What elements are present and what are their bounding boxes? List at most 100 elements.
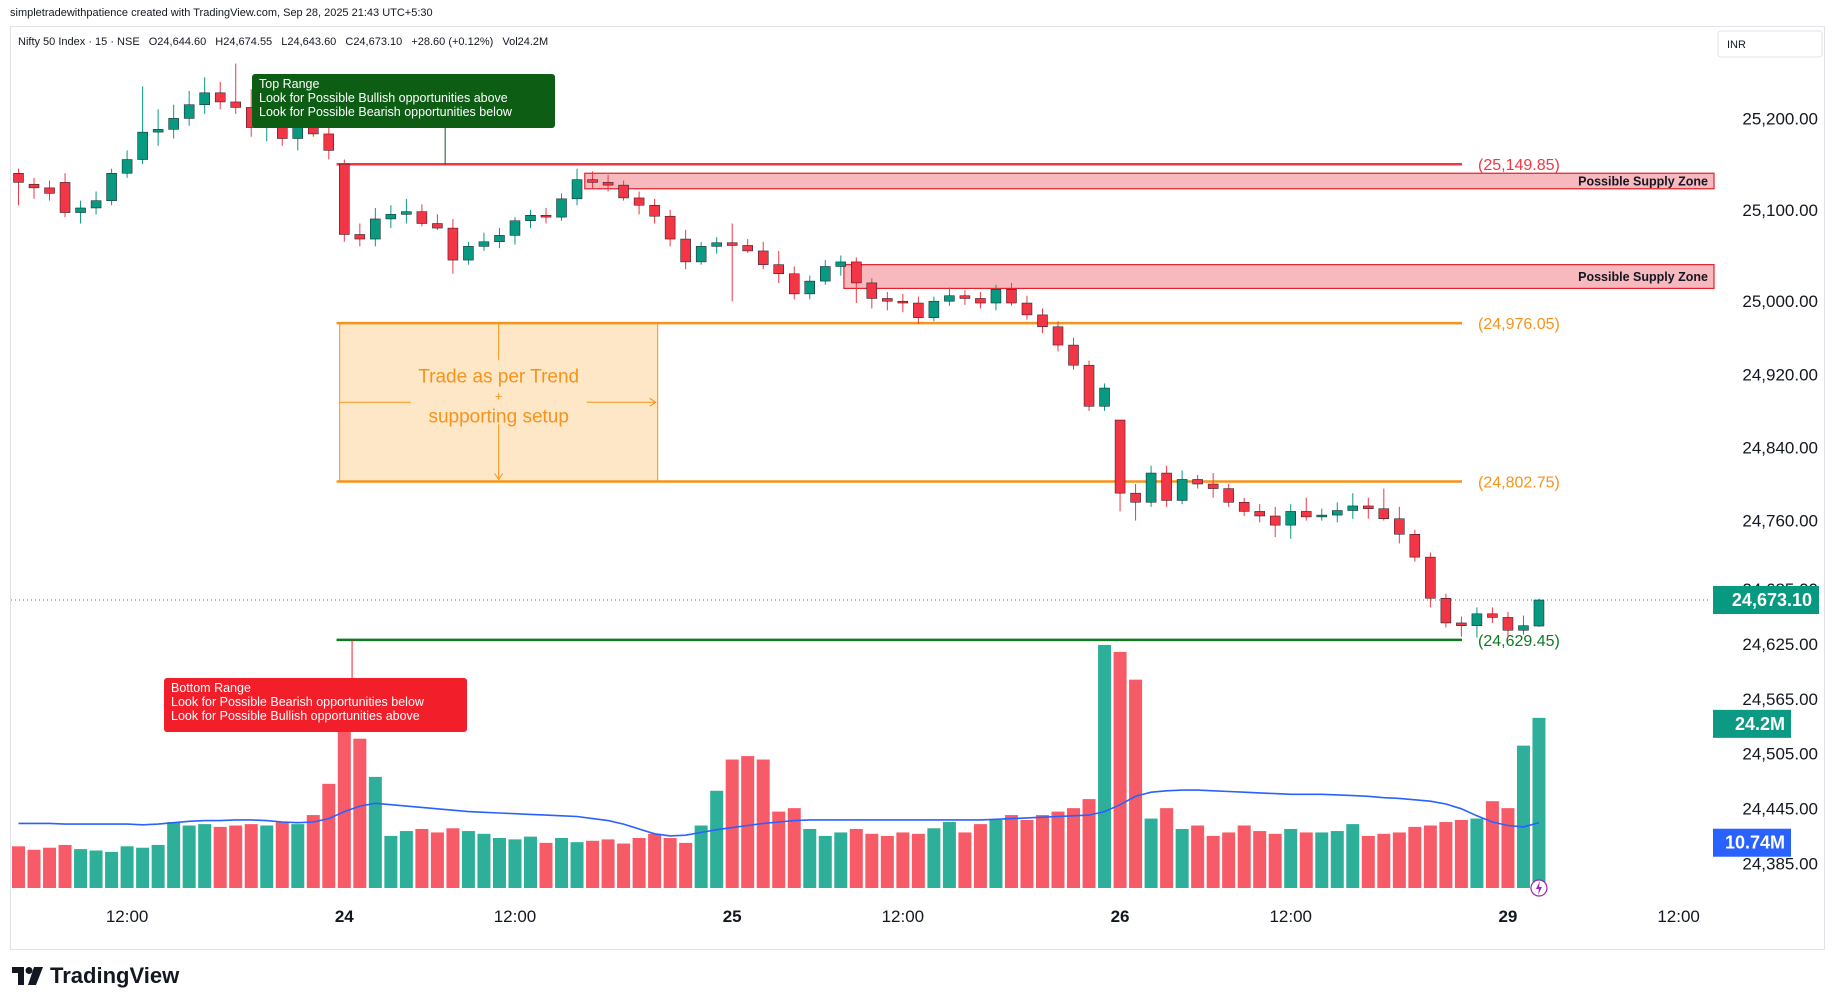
volume-bar: [213, 826, 227, 888]
candle-body: [183, 104, 195, 119]
annotation-layer: Trade as per Trend+ supporting setup Possi…: [11, 157, 1715, 650]
volume-bar: [1051, 811, 1065, 888]
candle-body: [975, 298, 986, 304]
candle-body: [1378, 508, 1390, 519]
volume-ma-line: [18, 789, 1540, 837]
tradingview-logo-icon: [12, 967, 43, 985]
volume-badge-label: 24.2M: [1735, 714, 1785, 734]
candle-body: [695, 246, 707, 263]
candle-body: [587, 179, 598, 183]
candle-body: [959, 295, 971, 299]
candle-body: [866, 282, 878, 299]
candle-body: [649, 204, 660, 217]
volume-bar: [1253, 831, 1267, 888]
candle-body: [602, 182, 614, 186]
callout-line-1: Look for Possible Bearish opportunities …: [171, 695, 425, 709]
brand-name: TradingView: [50, 963, 180, 988]
candle-body: [199, 92, 210, 105]
volume-bar: [1439, 822, 1453, 888]
y-tick-label: 24,565.00: [1742, 690, 1818, 709]
candle-body: [944, 295, 955, 302]
volume-bar: [694, 825, 708, 888]
volume-bar: [151, 844, 165, 888]
candle-body: [757, 250, 769, 265]
volume-bar: [586, 840, 600, 888]
candle-body: [1052, 326, 1064, 346]
volume-bar: [803, 828, 817, 888]
candle-body: [711, 242, 722, 247]
volume-bar: [89, 850, 103, 888]
volume-bar: [337, 721, 351, 888]
low-value: L24,643.60: [281, 36, 336, 48]
volume-ma-badge: [1713, 828, 1791, 857]
y-tick-label: 25,200.00: [1742, 109, 1818, 128]
candle-body: [90, 200, 102, 209]
volume-bar: [865, 833, 879, 888]
svg-text:Nifty 50 Index · 15 · NSE: Nifty 50 Index · 15 · NSE O24,644.60 H24…: [18, 36, 548, 48]
volume-bar: [322, 783, 336, 888]
volume-bar: [787, 808, 801, 888]
volume-bar: [477, 833, 491, 888]
candle-body: [1300, 511, 1312, 518]
volume-bar: [927, 828, 941, 888]
volume-bar: [275, 822, 289, 888]
volume-bar: [555, 838, 569, 888]
high-value: H24,674.55: [215, 36, 272, 48]
candle-body: [1425, 556, 1436, 599]
volume-value: Vol24.2M: [502, 36, 548, 48]
volume-bar: [539, 842, 553, 888]
y-tick-label: 24,505.00: [1742, 745, 1818, 764]
volume-bar: [632, 838, 646, 888]
candle-body: [571, 179, 583, 200]
candle-body: [1394, 518, 1405, 535]
volume-bar: [1067, 808, 1081, 888]
volume-bar: [896, 832, 910, 888]
candle-body: [726, 242, 738, 246]
x-tick-label: 12:00: [494, 907, 537, 926]
candle-body: [230, 101, 241, 108]
level-label: (24,802.75): [1478, 474, 1560, 491]
candle-body: [1207, 483, 1219, 489]
candle-body: [385, 214, 397, 220]
grid-layer: 25,200.00 25,100.00 25,000.00 24,920.00 24,8…: [106, 109, 1818, 926]
x-tick-label: 12:00: [106, 907, 149, 926]
candle-body: [463, 246, 474, 261]
volume-bar: [570, 842, 584, 888]
volume-bar: [74, 849, 88, 888]
currency-selector[interactable]: [1717, 30, 1823, 58]
symbol-name[interactable]: Nifty 50 Index · 15 · NSE: [18, 36, 140, 48]
candle-body: [1518, 625, 1529, 631]
volume-bar: [43, 847, 57, 888]
candle-body: [742, 245, 753, 252]
last-price-badge: [1713, 585, 1819, 614]
y-tick-label: 25,100.00: [1742, 201, 1818, 220]
volume-bar: [415, 828, 429, 888]
volume-bar: [601, 839, 615, 888]
volume-bar: [105, 851, 119, 888]
level-label: (25,149.85): [1478, 157, 1560, 174]
x-tick-label: 26: [1111, 907, 1130, 926]
chart-frame[interactable]: [10, 26, 1825, 950]
candle-body: [1130, 492, 1141, 503]
volume-bar: [136, 847, 150, 888]
candle-body: [1456, 622, 1467, 626]
candle-body: [1332, 510, 1343, 516]
candle-body: [75, 207, 86, 213]
candle-body: [370, 218, 381, 240]
lightning-icon-glyph: [1535, 881, 1542, 895]
brand[interactable]: TradingView: [12, 963, 179, 989]
open-value: O24,644.60: [149, 36, 207, 48]
candle-body: [990, 289, 1002, 304]
x-tick-label: 25: [723, 907, 742, 926]
volume-bar: [492, 838, 506, 888]
candle-body: [308, 127, 319, 135]
candle-body: [121, 159, 133, 174]
callout-title: Bottom Range: [171, 681, 251, 695]
candle-body: [835, 261, 847, 267]
volume-bar: [1082, 799, 1096, 888]
supply-zone-label: Possible Supply Zone: [1578, 270, 1708, 284]
volume-bar: [1004, 815, 1018, 888]
volume-bar: [229, 825, 243, 888]
